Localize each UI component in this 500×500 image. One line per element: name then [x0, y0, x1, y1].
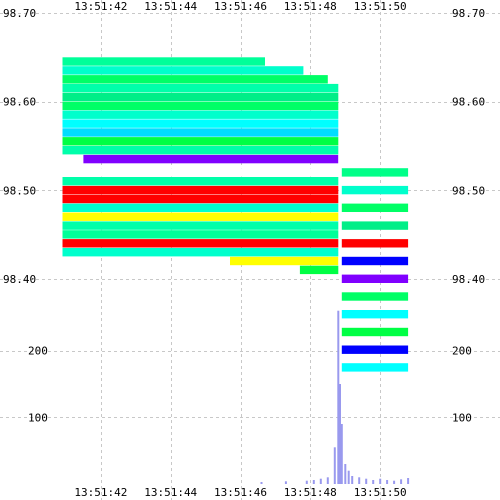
- volume-bar: [340, 424, 343, 484]
- volume-bar: [333, 447, 336, 484]
- depth-band: [62, 83, 339, 93]
- price-tick-label: 98.70: [452, 7, 485, 20]
- volume-tick-label: 100: [452, 411, 472, 424]
- volume-bars: [260, 310, 410, 484]
- depth-band: [341, 327, 409, 337]
- depth-band: [230, 256, 339, 266]
- x-axis-top: 13:51:42 13:51:44 13:51:46 13:51:48 13:51:50: [74, 0, 406, 13]
- depth-band: [62, 57, 265, 66]
- y-axis-left: 98.70 98.60 98.50 98.40 200 100: [3, 7, 48, 424]
- volume-bar: [312, 480, 315, 484]
- depth-band: [62, 177, 339, 186]
- volume-bar: [284, 481, 287, 484]
- price-tick-label: 98.50: [3, 184, 36, 197]
- volume-bar: [365, 478, 368, 484]
- x-tick-label: 13:51:46: [214, 486, 267, 499]
- volume-bar: [372, 480, 375, 484]
- depth-band: [341, 168, 409, 177]
- depth-band: [62, 128, 339, 137]
- depth-band: [62, 119, 339, 128]
- price-tick-label: 98.60: [3, 96, 36, 109]
- depth-band: [341, 256, 409, 266]
- depth-band: [62, 221, 339, 230]
- depth-band: [341, 239, 409, 248]
- depth-band: [62, 146, 339, 155]
- depth-band: [341, 310, 409, 319]
- price-tick-label: 98.40: [452, 273, 485, 286]
- depth-band: [341, 292, 409, 301]
- depth-band: [83, 154, 339, 164]
- order-book-bands: [62, 57, 409, 372]
- depth-band: [62, 185, 339, 195]
- depth-band: [299, 265, 339, 275]
- volume-bar: [319, 478, 322, 484]
- depth-band: [62, 92, 339, 102]
- depth-band: [62, 239, 339, 248]
- volume-bar: [344, 464, 347, 484]
- depth-band: [62, 101, 339, 111]
- volume-tick-label: 200: [28, 345, 48, 358]
- depth-band: [62, 110, 339, 119]
- price-tick-label: 98.40: [3, 273, 36, 286]
- x-axis-bottom: 13:51:42 13:51:44 13:51:46 13:51:48 13:51:50: [74, 486, 406, 499]
- volume-bar: [386, 480, 389, 484]
- y-axis-right: 98.70 98.60 98.50 98.40 200 100: [452, 7, 485, 424]
- x-tick-label: 13:51:42: [74, 486, 127, 499]
- volume-tick-label: 100: [28, 411, 48, 424]
- volume-bar: [347, 470, 350, 484]
- depth-band: [62, 75, 328, 84]
- depth-band: [62, 248, 339, 257]
- x-tick-label: 13:51:44: [144, 0, 197, 13]
- depth-band: [62, 203, 339, 212]
- volume-bar: [351, 476, 354, 484]
- x-tick-label: 13:51:48: [284, 0, 337, 13]
- depth-band: [341, 185, 409, 195]
- x-tick-label: 13:51:46: [214, 0, 267, 13]
- volume-tick-label: 200: [452, 345, 472, 358]
- volume-bar: [326, 477, 329, 484]
- x-tick-label: 13:51:48: [284, 486, 337, 499]
- x-tick-label: 13:51:42: [74, 0, 127, 13]
- depth-band: [341, 221, 409, 230]
- depth-band: [341, 274, 409, 283]
- depth-band: [62, 168, 339, 177]
- depth-band: [62, 194, 339, 204]
- volume-bar: [400, 479, 403, 484]
- volume-bar: [379, 478, 382, 484]
- volume-bar: [305, 480, 308, 484]
- volume-bar: [339, 384, 341, 484]
- volume-bar: [407, 478, 410, 484]
- depth-band: [62, 230, 339, 239]
- x-tick-label: 13:51:50: [354, 0, 407, 13]
- depth-band: [62, 137, 339, 146]
- depth-band: [62, 66, 304, 75]
- price-tick-label: 98.50: [452, 184, 485, 197]
- volume-bar: [337, 310, 340, 484]
- x-tick-label: 13:51:50: [354, 486, 407, 499]
- price-tick-label: 98.60: [452, 96, 485, 109]
- price-tick-label: 98.70: [3, 7, 36, 20]
- volume-bar: [393, 480, 396, 484]
- depth-band: [341, 363, 409, 372]
- depth-band: [62, 212, 339, 221]
- x-tick-label: 13:51:44: [144, 486, 197, 499]
- depth-band: [341, 203, 409, 212]
- volume-bar: [358, 477, 361, 484]
- depth-band: [341, 345, 409, 354]
- volume-bar: [260, 482, 263, 484]
